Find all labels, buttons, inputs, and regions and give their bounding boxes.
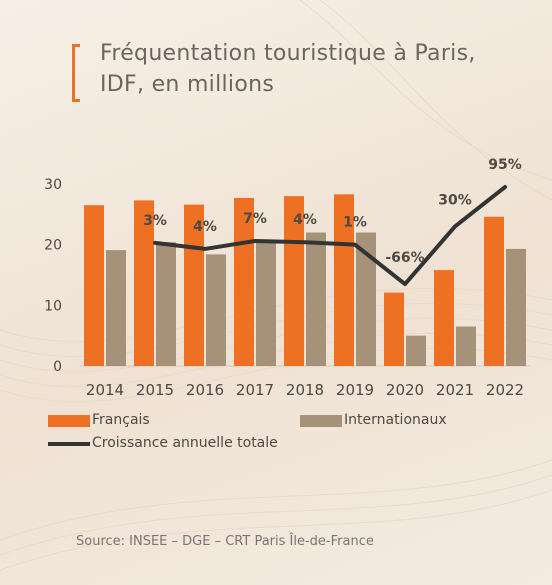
x-tick-label: 2020 xyxy=(386,381,424,399)
bar-internationaux xyxy=(356,232,376,366)
x-tick-label: 2022 xyxy=(486,381,524,399)
line-point-croissance xyxy=(153,241,157,245)
legend-swatch-internationaux xyxy=(300,415,342,427)
bar-internationaux xyxy=(206,254,226,366)
data-label-croissance: 1% xyxy=(343,215,367,231)
x-tick-label: 2016 xyxy=(186,381,224,399)
line-point-croissance xyxy=(253,239,257,243)
bar-francais xyxy=(484,216,504,366)
line-point-croissance xyxy=(453,224,457,228)
title-bracket-accent xyxy=(72,44,80,102)
bar-internationaux xyxy=(506,248,526,366)
bar-line-chart: 0 10 20 30 2014 2015 2016 2017 2018 2019 2020 2021 2… xyxy=(44,157,530,399)
data-label-croissance: 30% xyxy=(438,192,472,208)
bar-internationaux xyxy=(156,242,176,366)
data-label-croissance: 7% xyxy=(243,211,267,227)
x-tick-label: 2021 xyxy=(436,381,474,399)
y-tick-label: 20 xyxy=(44,238,62,254)
bar-francais xyxy=(134,200,154,366)
data-label-croissance: 4% xyxy=(193,219,217,235)
x-tick-label: 2017 xyxy=(236,381,274,399)
x-tick-label: 2015 xyxy=(136,381,174,399)
bar-francais xyxy=(334,194,354,366)
line-point-croissance xyxy=(303,240,307,244)
bar-internationaux xyxy=(456,326,476,366)
bar-francais xyxy=(384,292,404,366)
legend-swatch-croissance xyxy=(48,442,90,446)
bar-francais xyxy=(434,270,454,366)
legend-label-francais: Français xyxy=(92,412,150,428)
line-point-croissance xyxy=(503,185,507,189)
legend-label-internationaux: Internationaux xyxy=(344,412,447,428)
series-line-croissance xyxy=(153,185,507,287)
legend-item-francais: Français xyxy=(48,412,288,432)
bar-internationaux xyxy=(106,250,126,366)
chart-title: Fréquentation touristique à Paris, IDF, … xyxy=(100,41,476,97)
line-point-croissance xyxy=(203,247,207,251)
x-tick-label: 2019 xyxy=(336,381,374,399)
y-tick-label: 30 xyxy=(44,177,62,193)
legend-item-internationaux: Internationaux xyxy=(300,412,540,432)
data-label-croissance: 4% xyxy=(293,212,317,228)
line-point-croissance xyxy=(353,243,357,247)
x-tick-label: 2014 xyxy=(86,381,124,399)
data-label-croissance: 3% xyxy=(143,213,167,229)
bar-internationaux xyxy=(406,335,426,366)
line-point-croissance xyxy=(403,282,407,286)
data-label-croissance: 95% xyxy=(488,157,522,173)
bar-francais xyxy=(84,205,104,366)
data-label-croissance: -66% xyxy=(385,250,424,266)
legend-label-croissance: Croissance annuelle totale xyxy=(92,435,278,451)
y-tick-label: 0 xyxy=(53,359,62,375)
bar-internationaux xyxy=(256,242,276,366)
legend-item-croissance: Croissance annuelle totale xyxy=(48,435,368,455)
legend-swatch-francais xyxy=(48,415,90,427)
bar-internationaux xyxy=(306,232,326,366)
source-note: Source: INSEE – DGE – CRT Paris Île-de-F… xyxy=(76,534,374,549)
bar-francais xyxy=(284,196,304,366)
y-tick-label: 10 xyxy=(44,298,62,314)
x-tick-label: 2018 xyxy=(286,381,324,399)
